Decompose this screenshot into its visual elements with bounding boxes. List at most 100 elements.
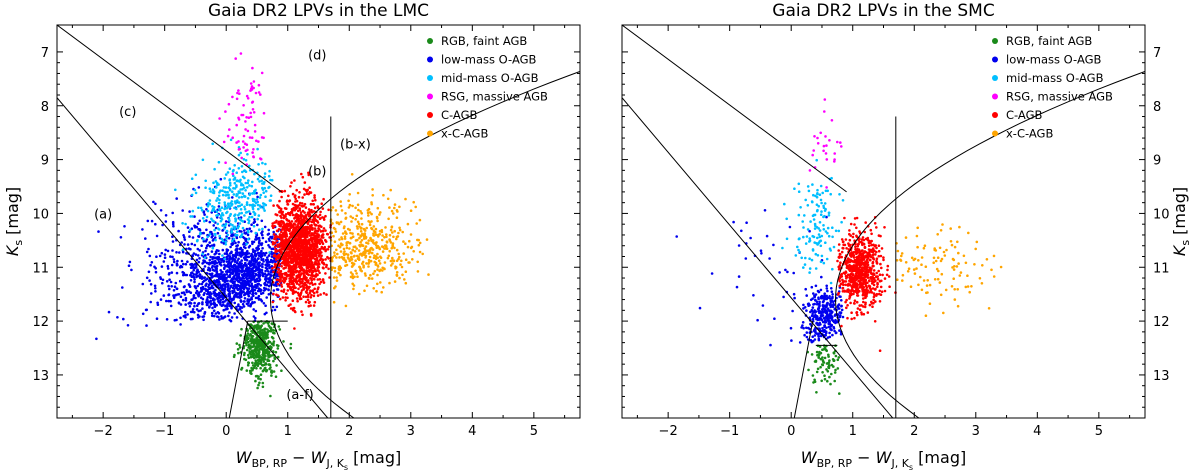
data-point: [292, 284, 296, 288]
data-point: [243, 207, 247, 211]
data-point: [316, 262, 320, 266]
data-point: [253, 339, 257, 343]
data-point: [223, 263, 226, 267]
data-point: [177, 229, 180, 233]
data-point: [277, 220, 281, 224]
data-point: [238, 263, 242, 267]
data-point: [404, 270, 408, 274]
data-point: [265, 283, 268, 287]
data-point: [300, 202, 304, 205]
data-point: [240, 203, 244, 206]
data-point: [245, 255, 248, 259]
data-point: [805, 335, 809, 339]
legend-label: mid-mass O-AGB: [441, 71, 539, 85]
data-point: [222, 283, 225, 286]
data-point: [351, 235, 355, 238]
data-point: [237, 279, 240, 283]
data-point: [258, 239, 261, 242]
data-point: [821, 308, 824, 311]
data-point: [279, 270, 282, 274]
data-point: [235, 284, 239, 288]
data-point: [164, 214, 168, 217]
data-point: [247, 336, 250, 340]
data-point: [276, 204, 279, 207]
data-point: [150, 219, 154, 223]
data-point: [374, 257, 378, 261]
data-point: [228, 178, 232, 181]
data-point: [355, 272, 358, 275]
data-point: [262, 252, 266, 255]
data-point: [314, 248, 318, 251]
data-point: [205, 228, 208, 232]
data-point: [290, 220, 294, 223]
data-point: [264, 251, 268, 255]
data-point: [233, 267, 236, 271]
data-point: [272, 359, 275, 363]
data-point: [352, 255, 356, 258]
data-point: [261, 236, 265, 240]
data-point: [212, 256, 216, 259]
data-point: [226, 288, 230, 292]
data-point: [144, 308, 148, 312]
y-tick-label: 7: [41, 46, 49, 61]
data-point: [328, 276, 331, 279]
data-point: [319, 217, 322, 220]
data-point: [250, 85, 254, 88]
data-point: [178, 279, 182, 283]
data-point: [291, 271, 295, 275]
data-point: [314, 250, 318, 253]
data-point: [250, 334, 254, 338]
data-point: [267, 244, 270, 247]
data-point: [236, 348, 240, 351]
data-point: [380, 238, 384, 242]
data-point: [266, 256, 269, 259]
data-point: [271, 305, 275, 309]
data-point: [334, 230, 338, 233]
data-point: [239, 52, 243, 55]
data-point: [255, 223, 259, 227]
data-point: [235, 141, 238, 144]
data-point: [828, 335, 832, 339]
data-point: [324, 272, 327, 275]
data-point: [252, 155, 255, 158]
data-point: [218, 318, 221, 321]
data-point: [239, 334, 242, 337]
data-point: [242, 243, 245, 246]
data-point: [233, 176, 237, 180]
data-point: [289, 223, 293, 226]
data-point: [382, 286, 385, 289]
data-point: [321, 258, 325, 262]
data-point: [318, 249, 322, 252]
data-point: [263, 345, 267, 349]
data-point: [195, 275, 198, 279]
data-point: [308, 220, 311, 223]
data-point: [280, 223, 283, 226]
data-point: [353, 250, 357, 253]
data-point: [239, 278, 243, 282]
data-point: [232, 270, 235, 273]
data-point: [206, 302, 209, 305]
data-point: [257, 207, 260, 211]
data-point: [792, 292, 796, 296]
data-point: [172, 258, 176, 261]
data-point: [269, 394, 272, 398]
data-point: [245, 227, 249, 231]
data-point: [316, 221, 320, 224]
x-tick-label: 0: [222, 424, 230, 439]
data-point: [273, 331, 276, 335]
data-point: [242, 287, 246, 291]
data-point: [260, 179, 264, 183]
data-point: [283, 279, 287, 283]
x-tick-label: −1: [155, 424, 174, 439]
data-point: [242, 146, 245, 149]
data-point: [348, 193, 352, 196]
data-point: [250, 330, 253, 333]
data-point: [245, 251, 248, 254]
data-point: [837, 307, 840, 310]
data-point: [350, 220, 353, 223]
data-point: [268, 341, 272, 344]
data-point: [745, 221, 748, 224]
data-point: [145, 324, 148, 327]
data-point: [286, 273, 289, 277]
